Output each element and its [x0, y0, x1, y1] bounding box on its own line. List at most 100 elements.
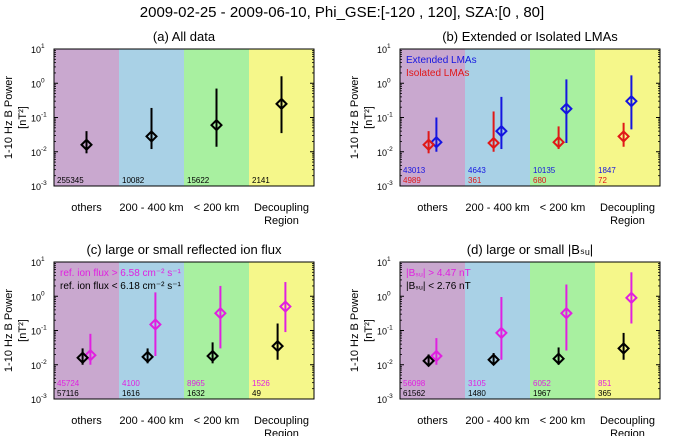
count-label: 1526 [252, 379, 270, 388]
panel-title: (b) Extended or Isolated LMAs [442, 29, 618, 44]
y-tick-label: 10 [31, 292, 41, 302]
y-tick-exponent: -1 [41, 112, 47, 119]
y-tick-label: 10 [31, 79, 41, 89]
y-tick-exponent: -1 [41, 325, 47, 332]
y-tick-label: 10 [377, 148, 387, 158]
chart-panel-4: (d) large or small |Bₛᵤ|10-310-210-110 01… [349, 242, 661, 436]
data-point [83, 348, 97, 362]
data-point [145, 130, 158, 143]
count-label: 57116 [57, 389, 79, 398]
x-category-label: Region [264, 428, 299, 436]
y-axis-label: 1-10 Hz B Power [349, 76, 361, 159]
data-point [494, 326, 508, 340]
y-tick-label: 10 [377, 114, 387, 124]
x-category-label: 200 - 400 km [465, 415, 529, 427]
count-label: 1967 [533, 389, 551, 398]
data-point [80, 138, 93, 152]
y-tick-label: 10 [377, 258, 387, 268]
count-label: 1847 [598, 166, 616, 175]
y-tick-label: 10 [31, 395, 41, 405]
y-tick-exponent: 0 [41, 77, 45, 84]
y-tick-label: 10 [31, 258, 41, 268]
x-category-label: others [71, 202, 102, 214]
x-category-label: < 200 km [194, 202, 240, 214]
y-tick-label: 10 [377, 361, 387, 371]
data-point [213, 306, 227, 320]
y-axis-units: [nT²] [363, 106, 375, 129]
legend-entry: Isolated LMAs [406, 68, 469, 79]
region-background [54, 262, 119, 399]
x-category-label: Region [610, 215, 645, 227]
x-category-label: < 200 km [540, 202, 586, 214]
data-point [429, 135, 443, 149]
y-tick-label: 10 [31, 148, 41, 158]
data-point [617, 130, 631, 143]
data-point [422, 138, 436, 152]
data-point [624, 291, 638, 305]
count-label: 2141 [252, 176, 270, 185]
region-background [595, 49, 660, 186]
data-point [494, 124, 508, 138]
legend-entry: |Bₛᵤ| > 4.47 nT [406, 268, 471, 279]
legend-entry: ref. ion flux < 6.18 cm⁻² s⁻¹ [60, 281, 182, 292]
data-point [76, 351, 90, 365]
count-label: 255345 [57, 176, 84, 185]
count-label: 10082 [122, 176, 145, 185]
x-category-label: Decoupling [254, 202, 309, 214]
y-tick-exponent: 0 [41, 290, 45, 297]
y-tick-exponent: 0 [387, 290, 391, 297]
count-label: 56098 [403, 379, 426, 388]
y-tick-exponent: -2 [387, 359, 393, 366]
data-point [141, 350, 155, 364]
count-label: 3105 [468, 379, 486, 388]
x-category-label: others [71, 415, 102, 427]
count-label: 15622 [187, 176, 210, 185]
region-background [465, 49, 530, 186]
y-tick-exponent: 1 [41, 43, 45, 50]
y-tick-label: 10 [31, 327, 41, 337]
y-tick-exponent: -1 [387, 112, 393, 119]
region-background [54, 49, 119, 186]
y-tick-exponent: -3 [41, 393, 47, 400]
region-background [595, 262, 660, 399]
y-tick-exponent: 1 [387, 256, 391, 263]
x-category-label: 200 - 400 km [465, 202, 529, 214]
data-point [422, 354, 436, 368]
panel-title: (d) large or small |Bₛᵤ| [467, 242, 593, 257]
data-point [271, 339, 285, 353]
count-label: 365 [598, 389, 612, 398]
y-axis-units: [nT²] [363, 319, 375, 342]
panel-title: (a) All data [153, 29, 216, 44]
data-point [552, 135, 566, 149]
count-label: 1632 [187, 389, 205, 398]
y-axis-units: [nT²] [17, 106, 29, 129]
count-label: 4100 [122, 379, 140, 388]
y-tick-label: 10 [31, 361, 41, 371]
data-point [559, 306, 573, 320]
x-category-label: 200 - 400 km [119, 202, 183, 214]
count-label: 72 [598, 176, 607, 185]
data-point [275, 97, 288, 111]
legend-entry: Extended LMAs [406, 55, 477, 66]
y-tick-label: 10 [31, 45, 41, 55]
x-category-label: others [417, 202, 448, 214]
y-tick-exponent: -3 [41, 180, 47, 187]
count-label: 1616 [122, 389, 140, 398]
y-tick-exponent: -2 [41, 146, 47, 153]
count-label: 10135 [533, 166, 556, 175]
y-tick-label: 10 [377, 182, 387, 192]
count-label: 1480 [468, 389, 486, 398]
y-tick-label: 10 [377, 395, 387, 405]
data-point [487, 353, 501, 367]
y-tick-label: 10 [377, 45, 387, 55]
count-label: 8965 [187, 379, 205, 388]
data-point [617, 341, 631, 355]
y-tick-exponent: -3 [387, 393, 393, 400]
data-point [552, 352, 566, 366]
y-axis-units: [nT²] [17, 319, 29, 342]
y-tick-exponent: 0 [387, 77, 391, 84]
data-point [624, 94, 638, 108]
y-axis-label: 1-10 Hz B Power [3, 289, 15, 372]
